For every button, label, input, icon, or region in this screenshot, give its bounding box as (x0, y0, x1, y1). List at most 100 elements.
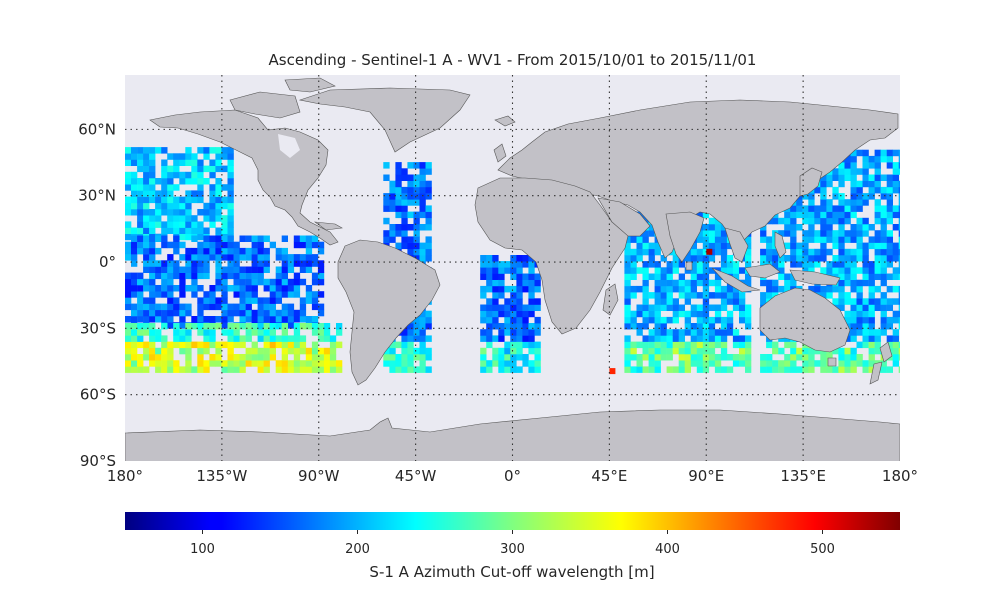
data-cell (820, 224, 827, 231)
data-cell (672, 267, 679, 274)
data-cell (419, 341, 426, 349)
data-cell (173, 297, 180, 304)
data-cell (227, 341, 234, 349)
data-cell (862, 267, 869, 274)
data-cell (714, 360, 722, 367)
data-cell (636, 236, 643, 243)
data-cell (317, 303, 325, 311)
data-cell (203, 260, 210, 267)
data-cell (856, 329, 863, 336)
data-cell (486, 279, 493, 287)
data-cell (131, 291, 138, 298)
data-cell (666, 304, 673, 311)
data-cell (760, 255, 767, 262)
data-cell (425, 310, 432, 318)
data-cell (702, 211, 710, 219)
data-cell (784, 211, 791, 219)
data-cell (161, 323, 168, 330)
data-cell (317, 366, 325, 373)
data-cell (293, 272, 301, 280)
data-cell (850, 205, 857, 212)
data-cell (492, 255, 499, 262)
data-cell (263, 254, 270, 261)
data-cell (221, 241, 228, 249)
data-cell (714, 366, 722, 373)
data-cell (534, 329, 541, 336)
y-tick-label: 30°N (78, 187, 116, 205)
data-cell (844, 347, 851, 355)
data-cell (173, 366, 180, 373)
land-south-america (337, 239, 441, 386)
data-cell (185, 360, 192, 367)
land-canadian-arctic (229, 77, 336, 119)
data-cell (275, 309, 282, 317)
data-cell (528, 347, 535, 355)
data-cell (832, 347, 839, 355)
data-cell (862, 366, 869, 373)
data-cell (233, 266, 240, 273)
data-cell (185, 354, 192, 361)
data-cell (678, 273, 685, 280)
data-cell (221, 360, 228, 367)
data-cell (844, 199, 851, 206)
data-cell (868, 310, 875, 318)
data-cell (832, 298, 839, 305)
data-cell (281, 341, 288, 349)
data-cell (690, 255, 697, 262)
data-cell (898, 366, 900, 373)
data-cell (143, 178, 150, 185)
data-cell (281, 278, 288, 286)
data-cell (257, 329, 264, 336)
data-cell (516, 316, 523, 324)
data-cell (814, 205, 821, 212)
data-cell (395, 354, 402, 361)
data-cell (245, 278, 252, 286)
data-cell (281, 366, 288, 373)
data-cell (311, 278, 319, 286)
data-cell (185, 347, 192, 355)
data-cell (636, 304, 643, 311)
data-cell (856, 255, 863, 262)
data-cell (287, 260, 295, 267)
data-cell (528, 341, 535, 349)
data-cell (227, 329, 234, 336)
data-cell (161, 354, 168, 361)
data-cell (892, 354, 899, 361)
data-cell (660, 292, 667, 299)
data-cell (880, 149, 887, 157)
data-cell (796, 347, 803, 355)
data-cell (654, 347, 661, 355)
data-cell (143, 347, 150, 355)
data-cell (880, 304, 887, 311)
data-cell (654, 310, 661, 318)
data-cell (401, 230, 408, 237)
data-cell (257, 335, 264, 342)
data-cell (155, 178, 162, 185)
data-cell (203, 329, 210, 336)
data-cell (708, 292, 716, 299)
data-cell (868, 236, 875, 243)
data-cell (155, 202, 162, 210)
data-cell (317, 247, 325, 255)
land-india (665, 211, 705, 263)
data-cell (215, 209, 222, 216)
data-cell (209, 241, 216, 249)
data-cell (790, 261, 797, 268)
data-cell (516, 354, 523, 361)
data-cell (642, 335, 649, 342)
data-cell (745, 366, 752, 373)
data-cell (498, 335, 505, 342)
data-cell (203, 209, 210, 216)
data-cell (838, 199, 845, 206)
data-cell (311, 260, 319, 267)
data-cell (221, 254, 228, 261)
data-cell (197, 309, 204, 317)
data-cell (317, 241, 325, 249)
data-cell (898, 217, 900, 225)
data-cell (125, 241, 132, 249)
data-cell (269, 347, 276, 355)
data-cell (287, 309, 295, 317)
data-cell (868, 186, 875, 194)
data-cell (263, 266, 270, 273)
data-cell (155, 347, 162, 355)
